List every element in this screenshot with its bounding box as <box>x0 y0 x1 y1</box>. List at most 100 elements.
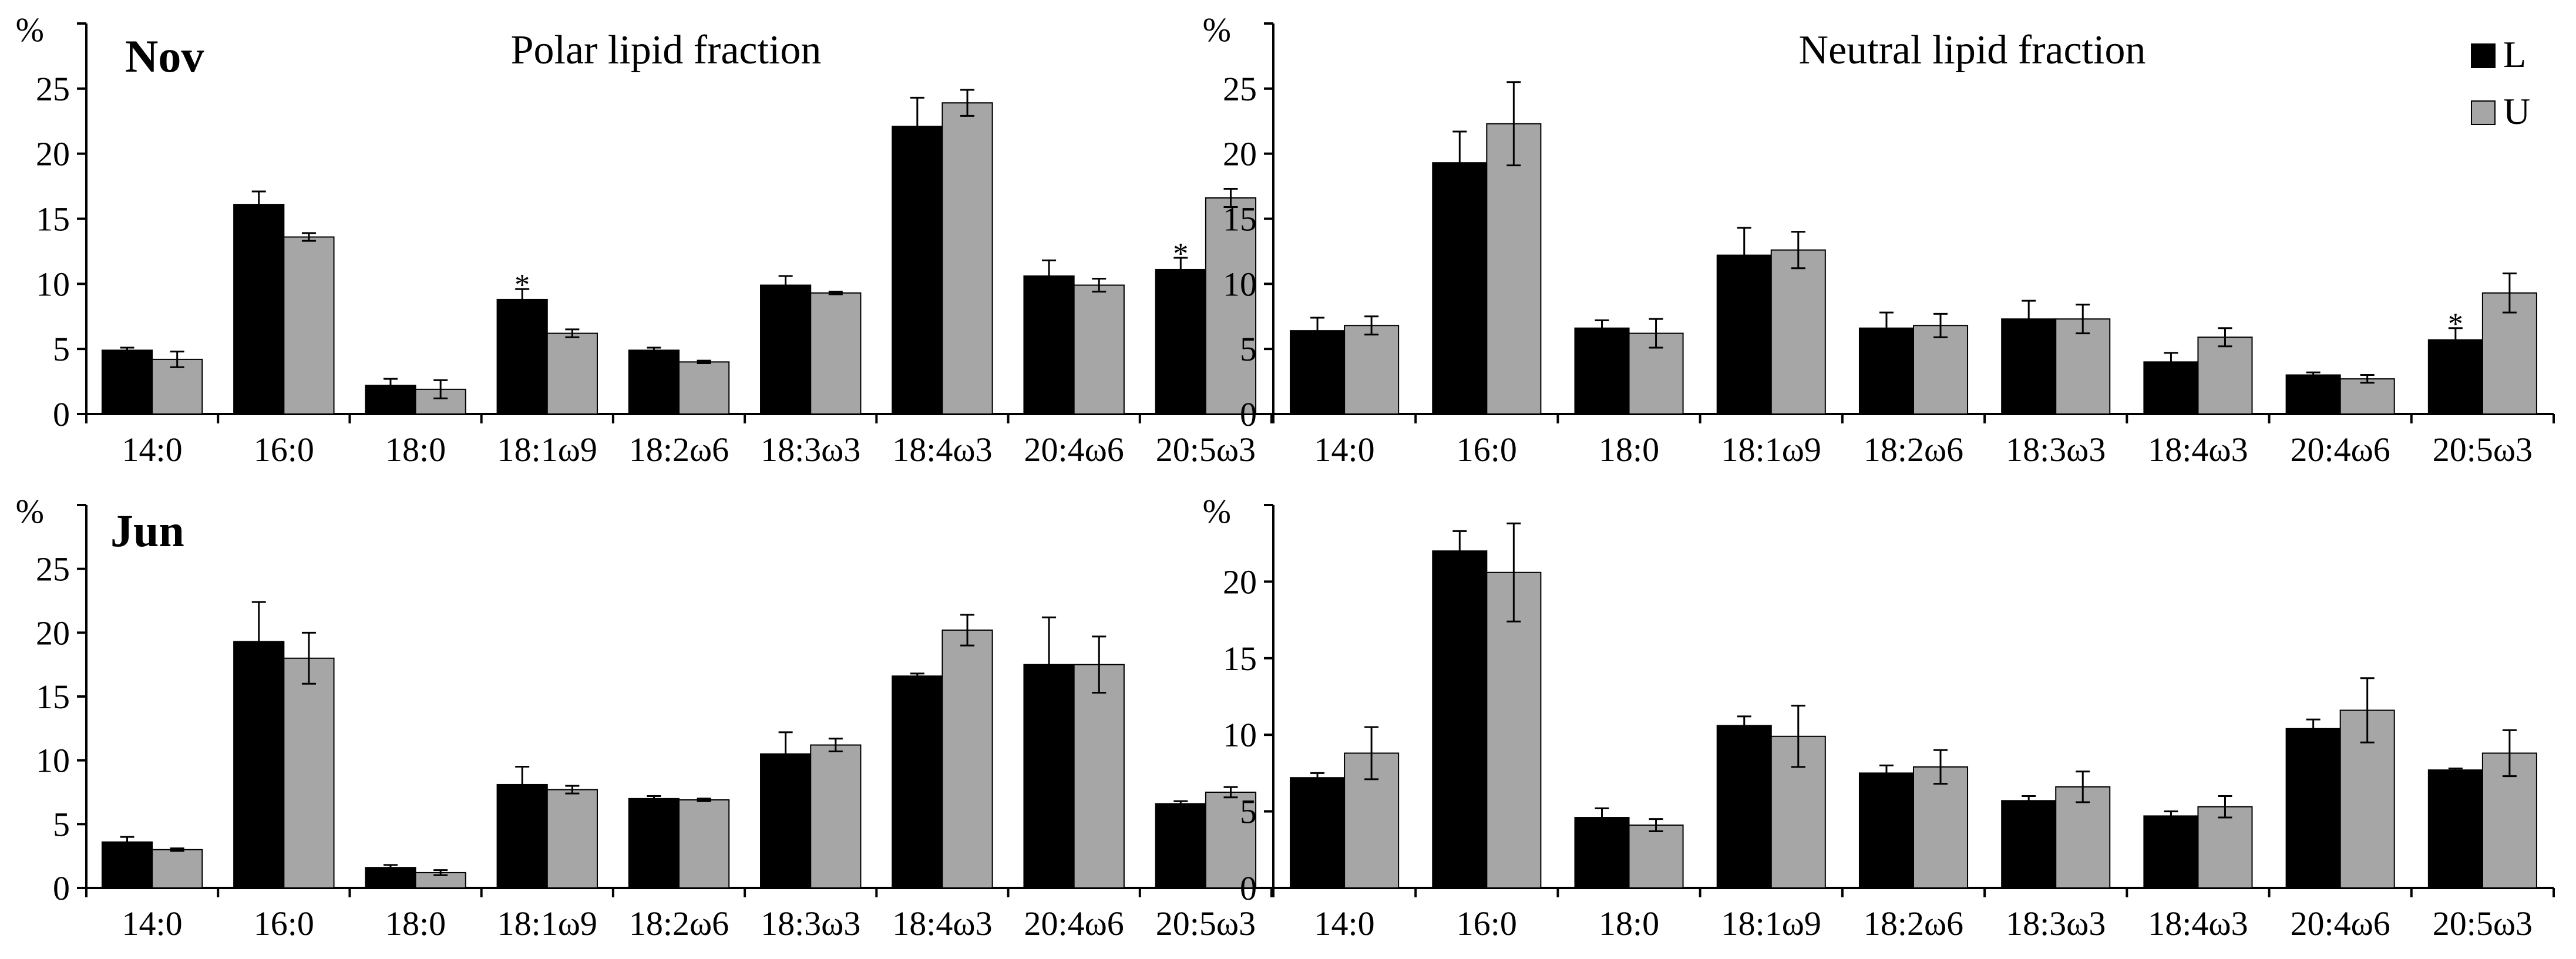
x-tick-label: 18:3ω3 <box>761 904 860 943</box>
x-tick-label: 18:4ω3 <box>892 904 992 943</box>
x-tick-label: 20:5ω3 <box>2433 430 2533 469</box>
y-tick-label: 0 <box>53 395 70 433</box>
legend-swatch-u <box>2471 100 2496 125</box>
bar-l <box>1290 777 1346 889</box>
x-tick-label: 18:0 <box>1599 904 1659 943</box>
bar-u <box>678 361 730 415</box>
x-tick-label: 20:5ω3 <box>2433 904 2533 943</box>
bar-l <box>2001 800 2057 889</box>
bar-l <box>2427 769 2483 889</box>
bar-l <box>365 867 416 889</box>
y-tick-label: 25 <box>1223 70 1257 108</box>
bar-u <box>2197 806 2253 889</box>
bar-l <box>1155 268 1206 415</box>
y-tick-label: 20 <box>36 614 70 652</box>
x-tick-label: 14:0 <box>122 904 183 943</box>
bar-u <box>810 292 862 415</box>
y-tick-label: 20 <box>36 135 70 173</box>
bar-l <box>1716 725 1772 889</box>
bar-u <box>283 236 335 415</box>
legend-label-u: U <box>2503 90 2530 132</box>
legend-label-l: L <box>2503 33 2526 75</box>
y-tick-label: 5 <box>1240 330 1257 368</box>
bar-u <box>810 744 862 889</box>
y-axis-label: % <box>16 11 44 49</box>
month-label-nov: Nov <box>125 31 204 82</box>
bar-u <box>678 799 730 889</box>
significance-marker: * <box>1173 237 1188 271</box>
x-tick-label: 20:4ω6 <box>2291 904 2390 943</box>
x-tick-label: 18:3ω3 <box>761 430 860 469</box>
bar-u <box>1073 664 1125 889</box>
bar-l <box>2285 728 2341 889</box>
legend: L U <box>2471 33 2530 132</box>
bar-u <box>1913 325 1969 415</box>
x-tick-label: 18:2ω6 <box>1864 904 1963 943</box>
x-tick-label: 18:2ω6 <box>629 430 729 469</box>
legend-swatch-l <box>2471 43 2496 68</box>
bar-u <box>283 657 335 889</box>
x-tick-label: 18:1ω9 <box>1721 430 1821 469</box>
y-axis-label: % <box>1203 492 1231 530</box>
bar-l <box>892 675 943 889</box>
bar-u <box>1205 792 1257 889</box>
y-tick-label: 15 <box>36 678 70 716</box>
bar-u <box>1073 284 1125 415</box>
bar-l <box>101 349 153 415</box>
y-tick-label: 20 <box>1223 135 1257 173</box>
bar-l <box>101 841 153 889</box>
x-tick-label: 18:2ω6 <box>1864 430 1963 469</box>
x-tick-label: 18:4ω3 <box>892 430 992 469</box>
y-tick-label: 10 <box>36 742 70 780</box>
bar-l <box>1155 803 1206 889</box>
bar-l <box>1858 772 1915 889</box>
bar-l <box>2427 339 2483 415</box>
x-tick-label: 18:0 <box>385 904 446 943</box>
x-tick-label: 18:4ω3 <box>2148 430 2248 469</box>
y-tick-label: 15 <box>1223 200 1257 238</box>
bar-l <box>628 349 680 415</box>
bar-l <box>628 798 680 889</box>
bar-u <box>546 789 598 889</box>
bar-l <box>892 126 943 415</box>
y-tick-label: 5 <box>53 330 70 368</box>
bar-u <box>2055 318 2111 415</box>
bar-u <box>152 849 203 889</box>
y-tick-label: 5 <box>1240 793 1257 831</box>
y-tick-label: 0 <box>1240 869 1257 907</box>
bar-u <box>1205 197 1257 415</box>
significance-marker: * <box>514 268 530 302</box>
y-tick-label: 10 <box>1223 716 1257 754</box>
y-tick-label: 20 <box>1223 563 1257 601</box>
bar-u <box>941 102 993 415</box>
bar-u <box>941 629 993 889</box>
y-tick-label: 5 <box>53 805 70 843</box>
x-tick-label: 14:0 <box>1314 904 1375 943</box>
x-tick-label: 16:0 <box>1457 430 1517 469</box>
y-tick-label: 10 <box>36 265 70 303</box>
x-tick-label: 20:5ω3 <box>1156 430 1256 469</box>
bar-l <box>496 298 548 415</box>
x-tick-label: 18:1ω9 <box>497 904 597 943</box>
month-label-jun: Jun <box>110 505 184 556</box>
x-tick-label: 20:5ω3 <box>1156 904 1256 943</box>
x-tick-label: 18:3ω3 <box>2006 430 2106 469</box>
y-tick-label: 15 <box>36 200 70 238</box>
x-tick-label: 18:4ω3 <box>2148 904 2248 943</box>
bar-l <box>1574 327 1630 415</box>
y-tick-label: 0 <box>53 869 70 907</box>
panel-jun-neutral: 0 5 10 15 20% 14:0 16:0 18:0 18:1ω9 18:2ω6 18:3ω3 1… <box>1203 492 2555 943</box>
panel-nov-polar: 0 5 10 15 20 25% 14:0 16:0 18:0 18:1ω9 18:2ω6 18:3ω… <box>16 11 1273 469</box>
y-axis-label: % <box>1203 11 1231 49</box>
y-tick-label: 25 <box>36 550 70 588</box>
x-tick-label: 18:2ω6 <box>629 904 729 943</box>
y-tick-label: 10 <box>1223 265 1257 303</box>
significance-marker: * <box>2448 308 2463 341</box>
x-tick-label: 20:4ω6 <box>2291 430 2390 469</box>
bar-u <box>1486 571 1542 889</box>
x-tick-label: 16:0 <box>254 904 314 943</box>
y-tick-label: 25 <box>36 70 70 108</box>
title-neutral: Neutral lipid fraction <box>1799 28 2146 73</box>
bar-l <box>1858 327 1915 415</box>
